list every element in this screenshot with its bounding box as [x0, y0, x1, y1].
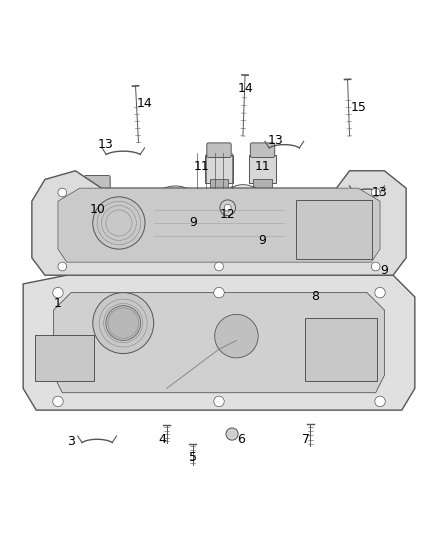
Text: 10: 10: [89, 204, 105, 216]
FancyBboxPatch shape: [345, 208, 371, 223]
Circle shape: [371, 188, 380, 197]
Circle shape: [215, 262, 223, 271]
Circle shape: [106, 305, 141, 341]
Text: 7: 7: [302, 433, 310, 446]
FancyBboxPatch shape: [161, 188, 190, 225]
Ellipse shape: [163, 186, 187, 195]
Text: 5: 5: [189, 451, 197, 464]
FancyBboxPatch shape: [205, 155, 233, 182]
Circle shape: [58, 262, 67, 271]
Polygon shape: [23, 258, 415, 410]
Text: 8: 8: [311, 290, 319, 303]
Circle shape: [224, 204, 231, 211]
Circle shape: [53, 396, 63, 407]
Text: 3: 3: [67, 435, 75, 448]
Text: 4: 4: [159, 433, 166, 446]
FancyBboxPatch shape: [210, 179, 228, 191]
FancyBboxPatch shape: [230, 187, 256, 221]
Circle shape: [93, 197, 145, 249]
Text: 1: 1: [54, 297, 62, 310]
Ellipse shape: [232, 184, 254, 193]
FancyBboxPatch shape: [305, 318, 377, 381]
FancyBboxPatch shape: [348, 246, 368, 258]
FancyBboxPatch shape: [253, 179, 272, 191]
Text: 13: 13: [98, 138, 114, 151]
Text: 14: 14: [137, 97, 153, 110]
FancyBboxPatch shape: [343, 221, 373, 250]
Circle shape: [58, 188, 67, 197]
Circle shape: [226, 428, 238, 440]
Circle shape: [214, 287, 224, 298]
Text: 11: 11: [254, 160, 270, 173]
FancyBboxPatch shape: [35, 335, 94, 381]
FancyBboxPatch shape: [297, 200, 372, 259]
Text: 9: 9: [258, 234, 266, 247]
Text: 12: 12: [220, 208, 236, 221]
FancyBboxPatch shape: [82, 188, 112, 217]
Circle shape: [220, 200, 236, 215]
Text: 13: 13: [268, 134, 283, 147]
Circle shape: [93, 293, 154, 353]
Text: 9: 9: [189, 216, 197, 230]
Circle shape: [215, 314, 258, 358]
Text: 13: 13: [372, 186, 388, 199]
Polygon shape: [58, 188, 380, 262]
Circle shape: [375, 287, 385, 298]
FancyBboxPatch shape: [249, 155, 276, 182]
Polygon shape: [53, 293, 385, 393]
FancyBboxPatch shape: [251, 143, 275, 157]
Text: 14: 14: [237, 82, 253, 94]
Text: 15: 15: [350, 101, 366, 114]
Text: 11: 11: [194, 160, 209, 173]
Text: 9: 9: [381, 264, 389, 277]
Circle shape: [375, 396, 385, 407]
Circle shape: [371, 262, 380, 271]
Circle shape: [214, 396, 224, 407]
FancyBboxPatch shape: [84, 175, 110, 191]
Circle shape: [53, 287, 63, 298]
FancyBboxPatch shape: [207, 143, 231, 157]
FancyBboxPatch shape: [87, 214, 107, 225]
Polygon shape: [32, 171, 406, 275]
Text: 6: 6: [237, 433, 245, 446]
